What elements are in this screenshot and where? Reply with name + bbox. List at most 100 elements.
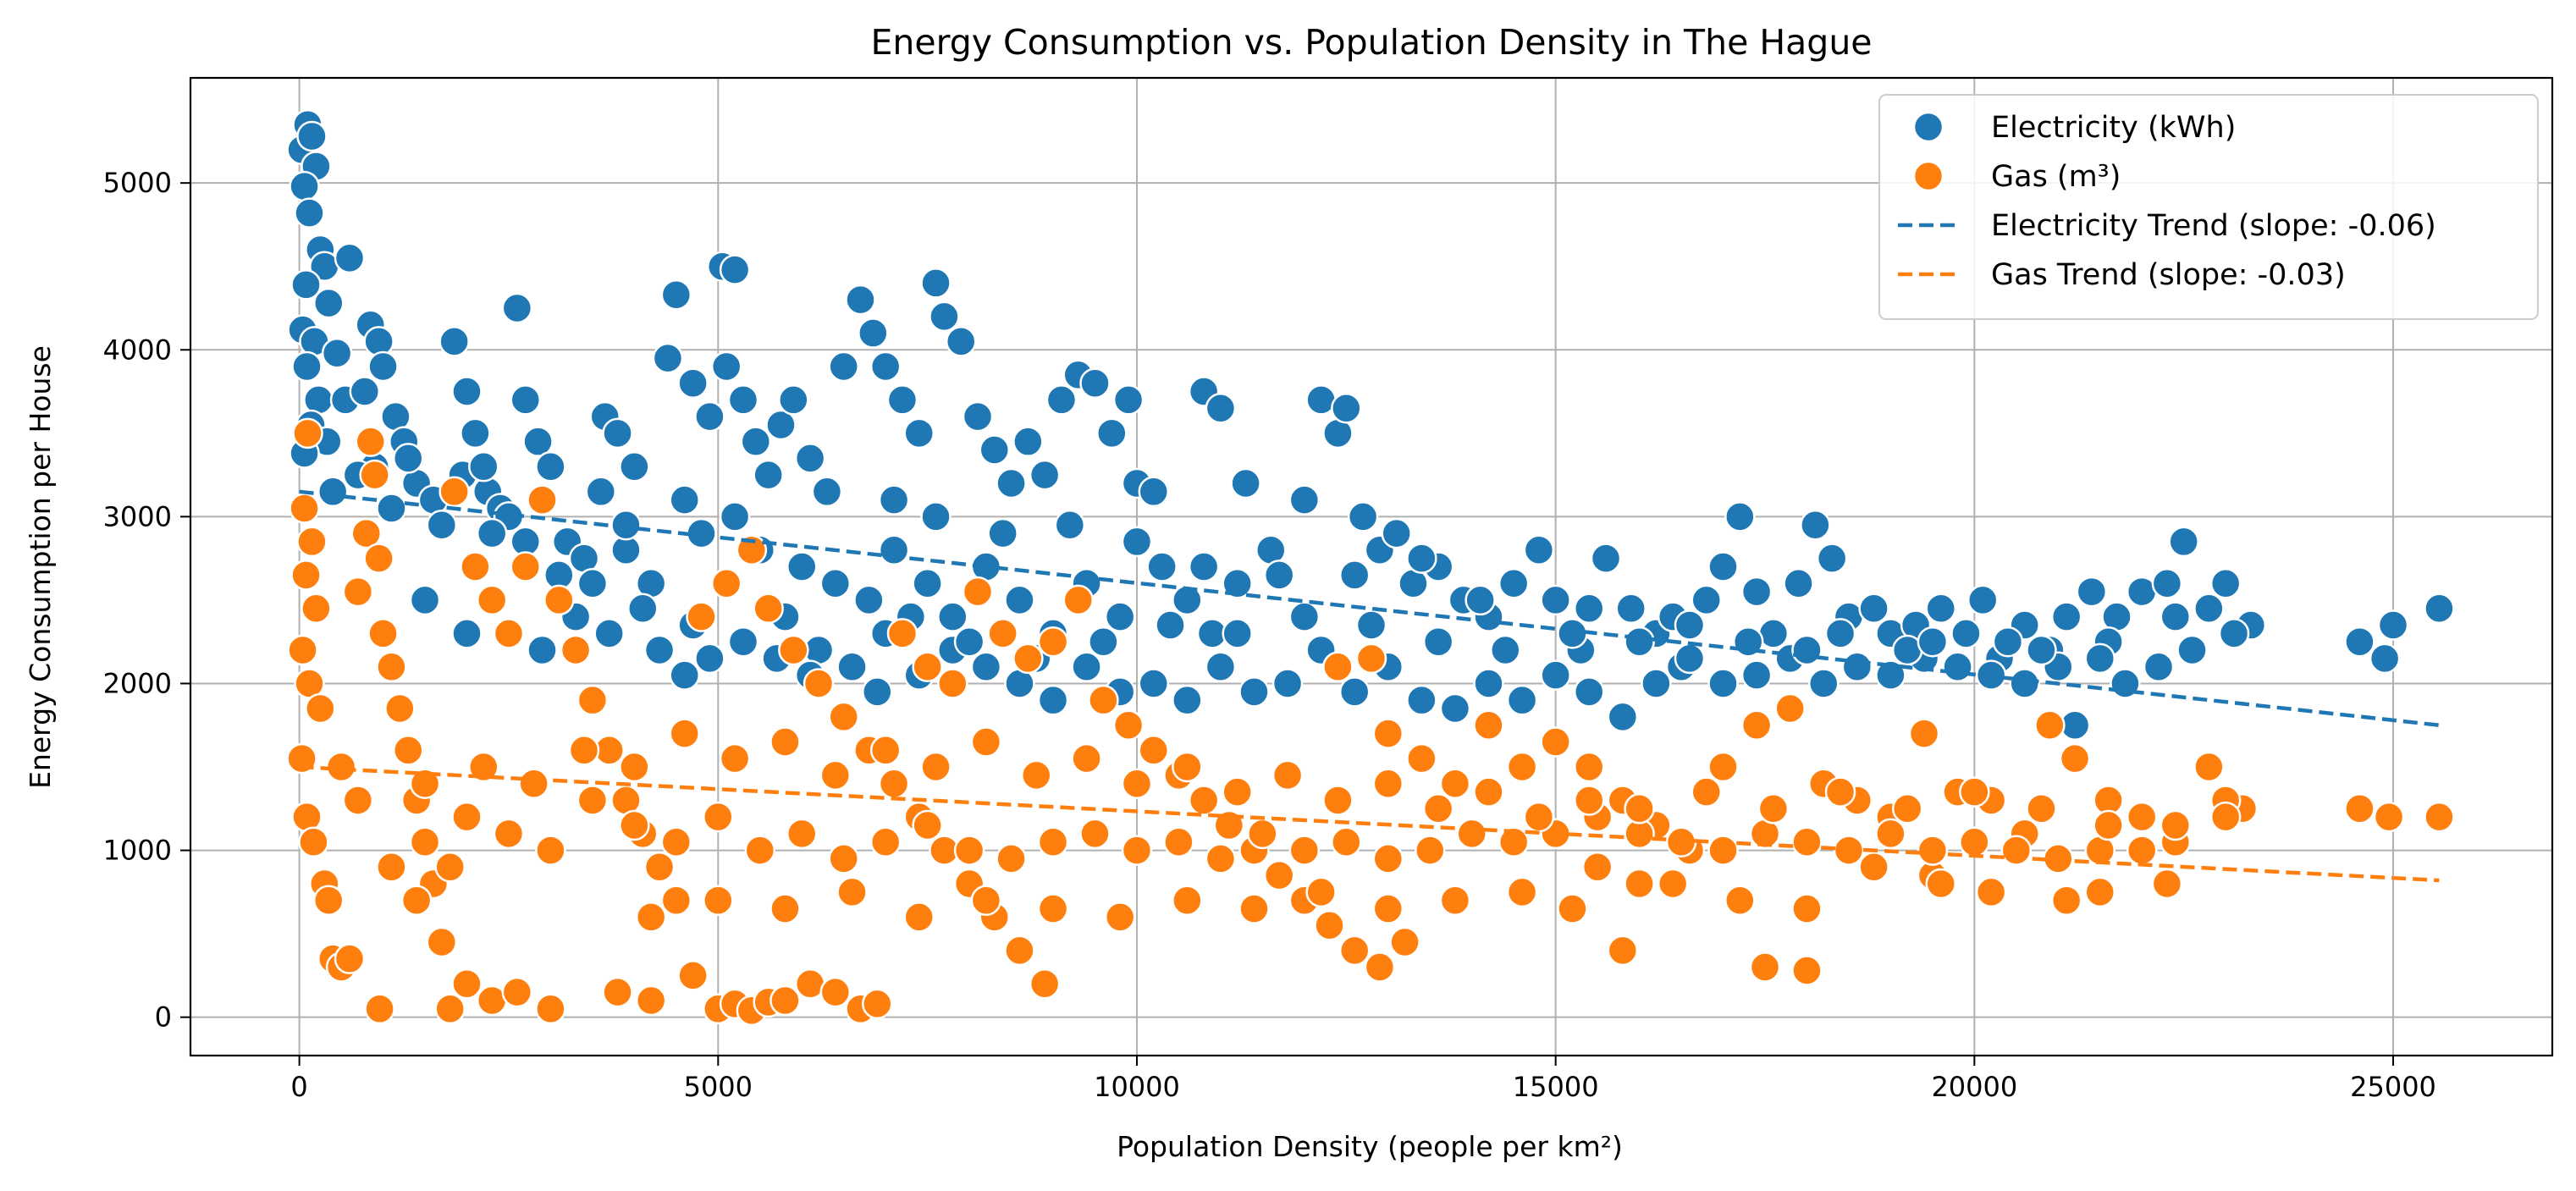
scatter-point <box>2151 868 2183 900</box>
scatter-point <box>1355 642 1387 675</box>
scatter-point <box>753 593 784 625</box>
scatter-point <box>451 801 483 833</box>
scatter-point <box>1465 584 1496 616</box>
scatter-point <box>1774 692 1806 725</box>
scatter-point <box>669 484 700 516</box>
scatter-point <box>2050 885 2082 916</box>
scatter-point <box>996 467 1027 499</box>
scatter-point <box>1573 593 1605 625</box>
scatter-point <box>1674 642 1706 675</box>
scatter-point <box>1372 893 1404 924</box>
scatter-point <box>627 593 659 625</box>
legend-label: Gas (m³) <box>1991 160 2121 194</box>
plot-marks <box>286 108 2455 1027</box>
scatter-point <box>1271 759 1304 791</box>
scatter-point <box>819 759 852 791</box>
scatter-point <box>1288 601 1321 632</box>
scatter-point <box>290 560 322 591</box>
scatter-point <box>476 584 508 616</box>
scatter-point <box>2000 835 2033 866</box>
scatter-point <box>1841 651 1873 683</box>
scatter-point <box>321 337 353 369</box>
scatter-point <box>2084 876 2115 908</box>
scatter-point <box>1331 826 1362 857</box>
scatter-point <box>1966 584 1999 616</box>
scatter-point <box>694 400 725 433</box>
scatter-point <box>2093 809 2124 841</box>
scatter-point <box>1347 501 1379 532</box>
scatter-point <box>836 651 868 683</box>
scatter-point <box>576 567 609 599</box>
scatter-point <box>828 701 859 733</box>
scatter-point <box>1288 835 1321 866</box>
scatter-point <box>2193 593 2225 625</box>
scatter-point <box>1155 609 1186 641</box>
scatter-point <box>1791 826 1823 857</box>
scatter-point <box>294 197 325 229</box>
x-tick-label: 25000 <box>2350 1071 2436 1103</box>
scatter-point <box>719 742 751 775</box>
scatter-point <box>1707 551 1739 582</box>
y-tick-label: 2000 <box>103 667 172 699</box>
scatter-point <box>1791 893 1823 924</box>
scatter-point <box>1942 651 1973 683</box>
scatter-point <box>1104 902 1136 933</box>
scatter-point <box>2209 801 2242 833</box>
scatter-point <box>468 450 499 482</box>
scatter-point <box>1079 818 1111 850</box>
scatter-point <box>1012 426 1044 457</box>
scatter-point <box>296 526 328 558</box>
y-tick-label: 4000 <box>103 334 172 366</box>
scatter-point <box>778 384 809 416</box>
scatter-point <box>719 254 751 285</box>
plot-frame <box>189 76 2554 1057</box>
scatter-point <box>1808 668 1840 699</box>
scatter-point <box>769 726 801 758</box>
scatter-point <box>439 326 470 357</box>
scatter-point <box>1415 835 1446 866</box>
scatter-point <box>1288 484 1321 516</box>
scatter-point <box>1506 684 1538 716</box>
scatter-point <box>1724 501 1756 532</box>
scatter-point <box>1959 776 1990 808</box>
chart-title: Energy Consumption vs. Population Densit… <box>870 22 1872 63</box>
scatter-point <box>1783 567 1814 599</box>
scatter-point <box>342 785 374 816</box>
scatter-point <box>1925 593 1957 625</box>
scatter-point <box>1573 785 1605 816</box>
scatter-point <box>409 584 441 616</box>
scatter-point <box>819 976 852 1008</box>
scatter-point <box>719 501 751 532</box>
scatter-point <box>1824 776 1856 808</box>
scatter-point <box>1406 684 1437 716</box>
scatter-point <box>753 459 784 491</box>
scatter-point <box>635 902 667 933</box>
scatter-point <box>1540 659 1571 691</box>
y-axis-label: Energy Consumption per House <box>24 345 57 789</box>
scatter-point <box>334 943 366 974</box>
scatter-point <box>2026 793 2057 824</box>
scatter-point <box>493 618 525 649</box>
scatter-point <box>376 651 407 683</box>
legend-label: Electricity (kWh) <box>1991 111 2236 145</box>
scatter-point <box>585 476 617 508</box>
scatter-point <box>803 668 835 699</box>
scatter-point <box>1523 801 1555 833</box>
scatter-point <box>400 885 433 916</box>
scatter-point <box>2050 601 2082 632</box>
scatter-point <box>355 426 386 457</box>
scatter-point <box>1456 818 1487 850</box>
scatter-point <box>786 818 818 850</box>
scatter-point <box>1557 618 1588 649</box>
y-tick-label: 3000 <box>103 500 172 532</box>
scatter-point <box>291 350 323 383</box>
scatter-point <box>527 484 558 516</box>
scatter-point <box>1338 935 1371 967</box>
scatter-point <box>1757 793 1790 824</box>
scatter-point <box>920 501 952 532</box>
scatter-point <box>769 984 801 1017</box>
scatter-point <box>560 634 592 666</box>
scatter-point <box>769 893 801 924</box>
scatter-point <box>1473 709 1504 741</box>
scatter-point <box>1816 543 1848 574</box>
